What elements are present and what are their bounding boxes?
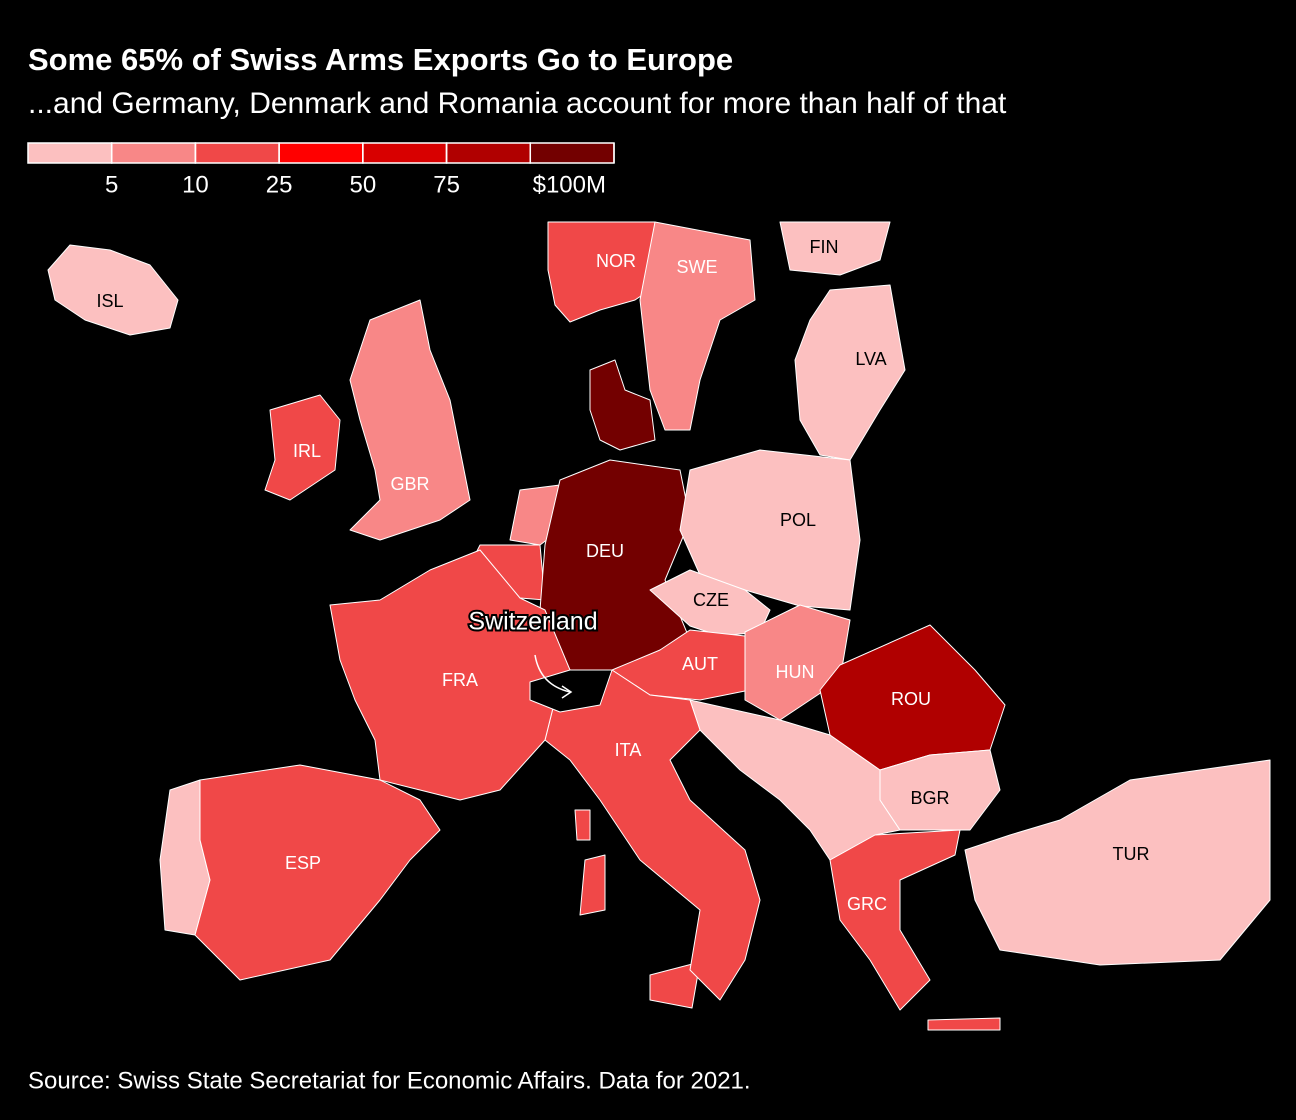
sardinia <box>579 854 606 916</box>
title: Some 65% of Swiss Arms Exports Go to Eur… <box>28 42 733 77</box>
country <box>829 829 961 1011</box>
country-label: FIN <box>810 237 839 257</box>
legend-label: 50 <box>350 171 377 198</box>
legend-swatch <box>27 142 113 164</box>
country <box>544 669 761 1001</box>
legend-label: 10 <box>182 171 209 198</box>
legend-swatch <box>110 142 197 164</box>
country-label: HUN <box>776 662 815 682</box>
legend-swatch <box>362 142 448 164</box>
country-label: TUR <box>1113 844 1150 864</box>
country-label: BGR <box>910 788 949 808</box>
legend-swatch <box>529 142 615 164</box>
country-label: POL <box>780 510 816 530</box>
countries <box>47 221 1271 1031</box>
country <box>779 221 891 276</box>
country <box>349 299 471 541</box>
country <box>879 749 1001 831</box>
legend-swatch <box>278 142 364 164</box>
country-label: ROU <box>891 689 931 709</box>
annotation: Switzerland <box>468 608 597 636</box>
legend-swatch <box>194 142 280 164</box>
country-label: LVA <box>855 349 886 369</box>
legend-label: 5 <box>105 171 118 198</box>
country-label: NOR <box>596 251 636 271</box>
country-label: ESP <box>285 853 321 873</box>
legend-label: $100M <box>533 171 606 198</box>
country-label: CZE <box>693 590 729 610</box>
denmark <box>589 359 656 451</box>
country-label: GRC <box>847 894 887 914</box>
country <box>649 569 771 637</box>
country <box>679 449 861 611</box>
country-label: SWE <box>676 257 717 277</box>
annotation-arrowhead <box>561 685 573 699</box>
country <box>329 549 571 801</box>
country <box>639 221 756 431</box>
legend-label: 25 <box>266 171 293 198</box>
country-label: AUT <box>682 654 718 674</box>
subtitle: ...and Germany, Denmark and Romania acco… <box>28 87 1007 120</box>
country <box>47 244 179 336</box>
country-label: ISL <box>96 291 123 311</box>
country-label: ITA <box>615 740 642 760</box>
annotation-arrow <box>534 654 571 693</box>
country <box>964 759 1271 966</box>
legend-swatch <box>445 142 532 164</box>
country <box>194 764 441 981</box>
crete <box>927 1017 1001 1031</box>
country-label: FRA <box>442 670 478 690</box>
country <box>794 284 906 461</box>
source: Source: Swiss State Secretariat for Econ… <box>28 1067 751 1094</box>
switzerland <box>529 669 613 713</box>
country-label: IRL <box>293 441 321 461</box>
legend: 5 10 25 50 75 $100M <box>27 142 615 198</box>
country-label: GBR <box>390 474 429 494</box>
legend-label: 75 <box>433 171 460 198</box>
country-label: DEU <box>586 541 624 561</box>
country <box>539 459 691 671</box>
country <box>264 394 341 501</box>
corsica <box>574 809 591 841</box>
sicily <box>649 961 701 1009</box>
